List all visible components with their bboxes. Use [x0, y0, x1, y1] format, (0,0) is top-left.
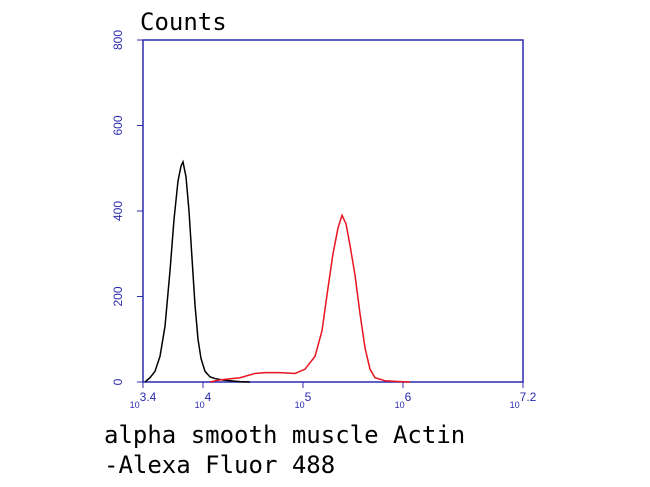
x-tick-label: 107.2: [510, 390, 537, 410]
x-tick-base: 10: [510, 400, 520, 410]
y-tick-label: 0: [111, 378, 125, 385]
x-tick-label: 106: [395, 390, 412, 410]
x-tick-base: 10: [295, 400, 305, 410]
x-tick-base: 10: [195, 400, 205, 410]
x-tick-exponent: 6: [405, 390, 412, 404]
x-tick-exponent: 5: [305, 390, 312, 404]
x-tick-label: 104: [195, 390, 212, 410]
y-tick-label: 200: [111, 286, 125, 306]
x-tick-base: 10: [130, 400, 140, 410]
x-axis-label: alpha smooth muscle Actin: [104, 421, 465, 449]
histogram-line: [209, 213, 411, 383]
x-tick-label: 103.4: [130, 390, 157, 410]
x-axis-label: -Alexa Fluor 488: [104, 451, 335, 479]
y-tick-label: 600: [111, 115, 125, 135]
y-tick-label: 800: [111, 30, 125, 50]
x-tick-exponent: 7.2: [520, 390, 537, 404]
y-tick-label: 400: [111, 201, 125, 221]
x-tick-base: 10: [395, 400, 405, 410]
x-tick-exponent: 4: [205, 390, 212, 404]
chart-title: Counts: [140, 8, 227, 36]
x-tick-label: 105: [295, 390, 312, 410]
x-tick-exponent: 3.4: [140, 390, 157, 404]
plot-frame: [142, 39, 524, 383]
histogram-line: [144, 159, 251, 383]
